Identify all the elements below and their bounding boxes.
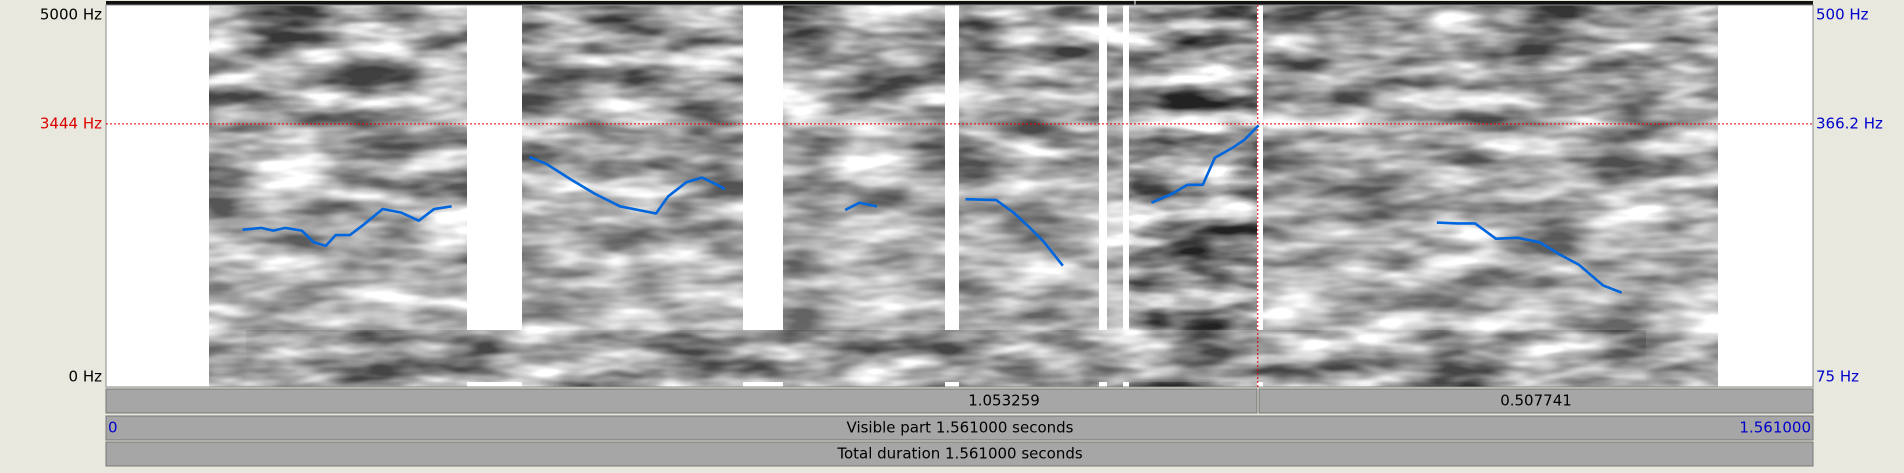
- selection-right: 0.507741: [1500, 392, 1572, 410]
- total-bar[interactable]: [105, 441, 1814, 467]
- pitch-contour: [965, 197, 1064, 267]
- pitch-contour: [528, 155, 726, 215]
- top-border: [106, 1, 1813, 5]
- pitch-cursor: 366.2 Hz: [1816, 114, 1883, 132]
- plot-frame: [105, 4, 1814, 388]
- visible-bar[interactable]: [105, 415, 1814, 441]
- freq-cursor: 3444 Hz: [40, 114, 102, 132]
- selection-bar[interactable]: [1258, 388, 1814, 414]
- freq-bottom: 0 Hz: [69, 368, 103, 386]
- freq-top: 5000 Hz: [40, 6, 102, 24]
- visible-end: 1.561000: [1739, 419, 1811, 437]
- pitch-top: 500 Hz: [1816, 6, 1869, 24]
- total-label: Total duration 1.561000 seconds: [836, 445, 1083, 463]
- selection-bar[interactable]: [105, 388, 1258, 414]
- pitch-bottom: 75 Hz: [1816, 368, 1859, 386]
- pitch-contour: [242, 205, 452, 248]
- pitch-contour: [1436, 221, 1623, 294]
- pitch-contour: [1150, 124, 1260, 204]
- visible-label: Visible part 1.561000 seconds: [847, 419, 1074, 437]
- spectrogram: [209, 5, 1718, 387]
- bars: [105, 388, 1814, 467]
- selection-left: 1.053259: [968, 392, 1040, 410]
- visible-start: 0: [108, 419, 118, 437]
- pitch-contour: [844, 201, 878, 212]
